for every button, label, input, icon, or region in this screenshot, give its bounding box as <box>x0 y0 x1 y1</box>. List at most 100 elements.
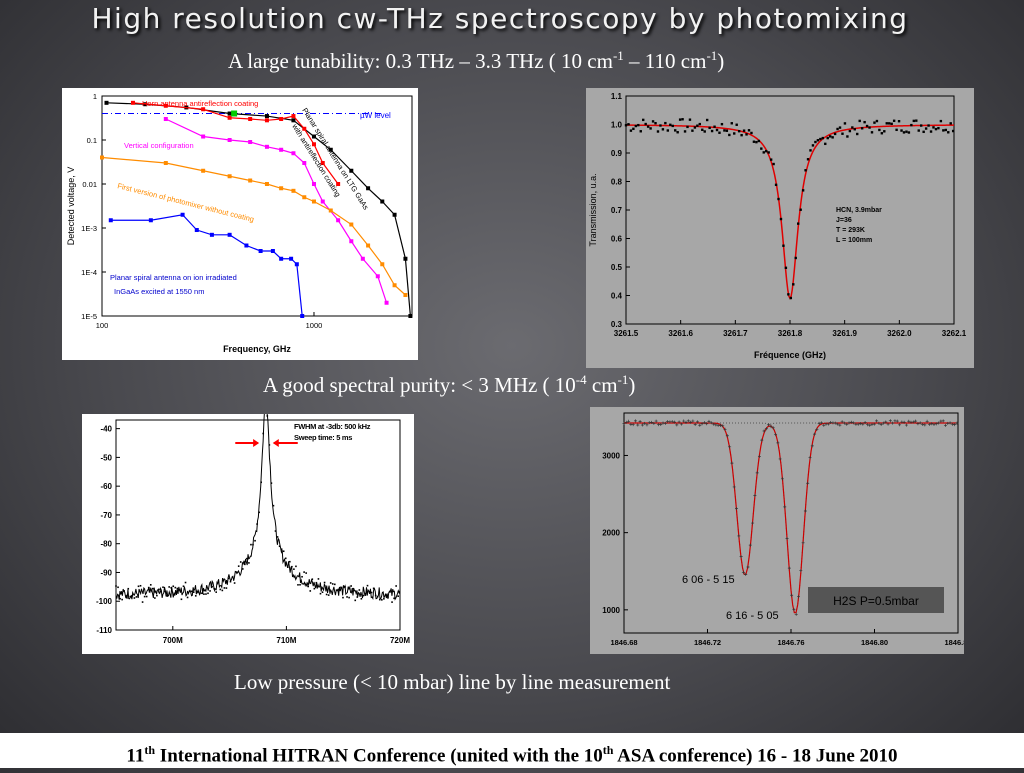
data-point <box>790 593 794 597</box>
data-point <box>684 420 688 424</box>
data-point <box>336 589 338 592</box>
x-tick-label: 1000 <box>306 321 323 330</box>
data-point <box>194 228 199 233</box>
annotation-ion2: InGaAs excited at 1550 nm <box>114 287 204 296</box>
data-point <box>875 419 879 423</box>
data-point <box>190 590 193 593</box>
data-point <box>268 444 271 446</box>
data-point <box>679 422 683 426</box>
data-point <box>123 590 125 592</box>
data-point <box>294 262 299 267</box>
data-point <box>393 597 395 600</box>
data-point <box>329 582 332 584</box>
data-point <box>683 130 687 133</box>
x-axis-label: Fréquence (GHz) <box>754 350 826 360</box>
data-point <box>356 596 359 598</box>
data-point <box>336 218 341 223</box>
data-point <box>748 543 752 547</box>
data-point <box>676 131 679 134</box>
data-point <box>897 119 901 123</box>
data-point <box>821 136 824 140</box>
data-point <box>376 595 379 598</box>
data-point <box>370 591 373 594</box>
data-point <box>231 576 234 578</box>
data-point <box>767 151 770 154</box>
data-point <box>293 568 295 570</box>
data-point <box>270 249 275 254</box>
data-point <box>205 593 207 595</box>
data-point <box>755 140 758 144</box>
data-point <box>806 158 810 161</box>
data-point <box>740 133 743 137</box>
data-point <box>819 137 822 141</box>
data-point <box>227 174 232 179</box>
data-point <box>910 123 913 127</box>
data-point <box>895 128 898 132</box>
data-point <box>360 256 365 261</box>
y-tick-label: 1E-3 <box>81 224 97 233</box>
data-point <box>627 123 630 126</box>
y-tick-label: 0.9 <box>611 149 623 158</box>
data-point <box>843 122 847 125</box>
series-line <box>110 214 303 317</box>
data-point <box>333 583 336 586</box>
data-point <box>659 422 663 426</box>
data-point <box>395 585 397 587</box>
h2s-chart: 3000 2000 1000 1846.68 1846.72 1846.76 1846.80… <box>602 412 972 647</box>
series-line <box>101 156 406 296</box>
data-point <box>831 136 834 139</box>
y-tick-label: 1000 <box>602 606 620 615</box>
component-1 <box>624 422 957 575</box>
data-point <box>689 420 693 424</box>
y-tick-label: -60 <box>100 482 112 491</box>
data-point <box>634 124 638 128</box>
data-point <box>378 598 381 601</box>
data-point <box>682 419 686 423</box>
data-point <box>320 161 325 166</box>
data-point <box>170 587 173 589</box>
data-point <box>300 314 305 318</box>
data-point <box>873 121 876 124</box>
data-point <box>794 612 798 616</box>
data-point <box>728 133 731 137</box>
data-point <box>278 545 281 548</box>
data-point <box>299 583 301 586</box>
data-point <box>305 572 307 574</box>
data-point <box>632 127 635 131</box>
data-point <box>302 161 307 166</box>
data-point <box>652 421 656 425</box>
fit-curve <box>624 422 957 614</box>
data-point <box>248 117 253 122</box>
data-point <box>744 572 748 576</box>
data-point <box>949 122 952 125</box>
y-tick-label: 1E-4 <box>81 268 97 277</box>
data-point <box>250 543 252 546</box>
data-point <box>705 422 709 426</box>
data-point <box>650 420 654 424</box>
series-line <box>132 102 339 185</box>
data-point <box>311 142 316 147</box>
data-point <box>217 580 220 583</box>
data-point <box>698 122 701 126</box>
data-point <box>229 580 232 583</box>
data-point <box>258 249 263 254</box>
data-point <box>932 126 935 129</box>
data-point <box>951 129 955 133</box>
data-point <box>397 595 399 597</box>
data-point <box>819 421 823 425</box>
data-point <box>256 523 258 525</box>
data-point <box>723 427 727 431</box>
data-point <box>349 239 354 244</box>
y-tick-label: 0.1 <box>87 136 97 145</box>
data-point <box>877 421 881 425</box>
data-point <box>380 262 385 267</box>
data-point <box>691 129 694 132</box>
data-point <box>799 208 802 211</box>
data-point <box>258 511 260 514</box>
data-point <box>849 420 853 424</box>
data-point <box>264 144 269 149</box>
x-tick-label: 1846.80 <box>861 638 888 647</box>
data-point <box>270 482 273 484</box>
data-point <box>904 423 908 427</box>
data-point <box>752 140 756 143</box>
